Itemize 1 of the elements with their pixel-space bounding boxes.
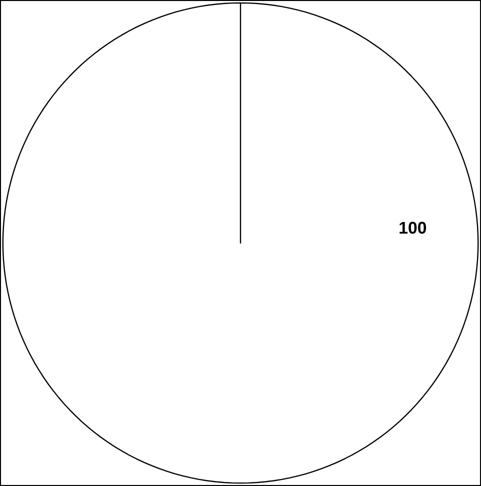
data-label: 100 bbox=[400, 222, 426, 234]
